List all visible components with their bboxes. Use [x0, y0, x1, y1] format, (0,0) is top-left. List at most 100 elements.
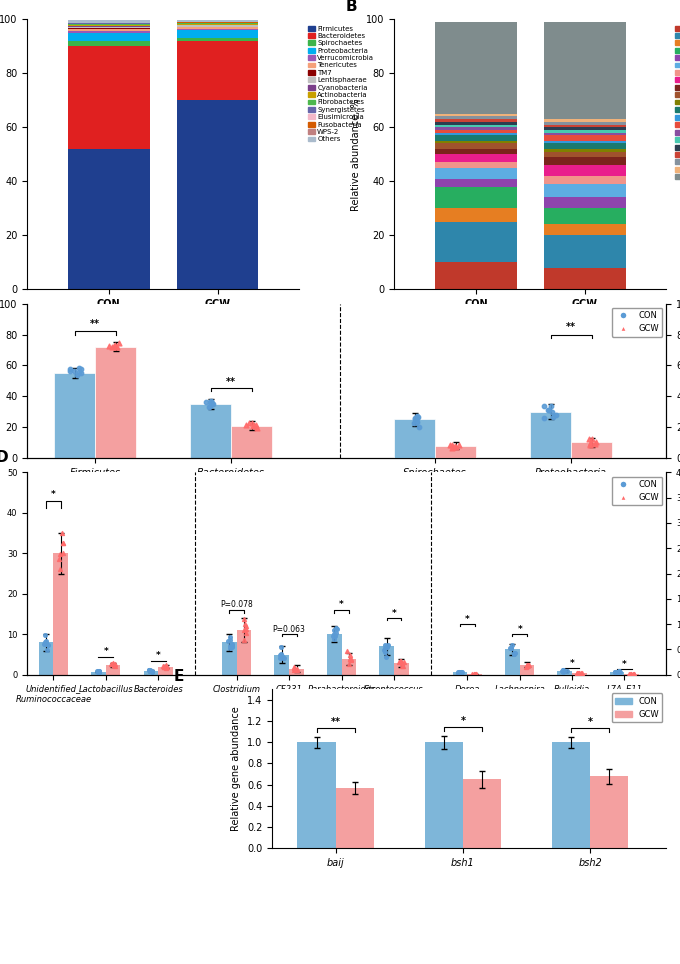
Text: *: * — [460, 716, 465, 727]
Point — [545, 398, 556, 414]
Point — [557, 664, 568, 680]
Point — [241, 417, 252, 433]
Point — [381, 638, 392, 654]
Point — [454, 664, 465, 680]
Point — [454, 664, 464, 680]
Point — [414, 418, 425, 434]
Point — [103, 338, 114, 354]
Point — [41, 635, 52, 651]
Bar — [54, 373, 95, 458]
Point — [329, 626, 340, 641]
Point — [383, 637, 394, 653]
Legend: CON, GCW: CON, GCW — [611, 308, 662, 336]
Bar — [435, 208, 517, 222]
Point — [160, 660, 171, 676]
Bar — [68, 32, 150, 33]
Point — [275, 650, 286, 665]
Point — [92, 664, 103, 680]
Bar — [590, 776, 628, 848]
Point — [624, 666, 635, 682]
Point — [394, 653, 405, 668]
Point — [205, 398, 216, 414]
Point — [64, 362, 75, 377]
Point — [557, 663, 568, 679]
Bar — [435, 162, 517, 168]
Text: *: * — [103, 648, 108, 656]
Point — [111, 339, 122, 355]
Point — [160, 657, 171, 673]
Bar — [341, 658, 356, 675]
Bar — [435, 124, 517, 127]
Point — [203, 400, 214, 415]
Point — [344, 652, 355, 667]
Point — [291, 662, 302, 678]
Bar — [571, 442, 612, 458]
Point — [447, 437, 458, 452]
Bar — [544, 148, 626, 151]
Point — [454, 438, 464, 453]
Bar — [530, 412, 571, 458]
Point — [629, 666, 640, 682]
Point — [522, 658, 532, 674]
Point — [145, 663, 156, 679]
Point — [292, 661, 303, 677]
Text: E: E — [173, 669, 184, 684]
Point — [39, 636, 50, 652]
Bar — [289, 669, 304, 675]
Point — [224, 632, 235, 648]
Point — [471, 666, 481, 682]
Point — [454, 665, 465, 681]
Point — [54, 562, 65, 577]
Point — [574, 665, 585, 681]
Text: *: * — [51, 490, 56, 499]
Point — [571, 665, 582, 681]
Point — [330, 620, 341, 635]
Bar — [544, 144, 626, 148]
Legend: Firmicutes, Bacteroidetes, Spirochaetes, Proteobacteria, Verrucomicrobia, Teneri: Firmicutes, Bacteroidetes, Spirochaetes,… — [305, 23, 377, 146]
Point — [226, 639, 237, 655]
Bar — [68, 46, 150, 148]
Point — [613, 663, 624, 679]
Bar — [544, 184, 626, 198]
Point — [543, 402, 554, 417]
Bar — [177, 39, 258, 40]
Text: *: * — [588, 717, 592, 728]
Point — [40, 633, 51, 649]
Point — [107, 656, 118, 671]
Point — [585, 437, 596, 452]
Point — [343, 656, 354, 672]
Bar — [435, 154, 517, 162]
Point — [226, 636, 237, 652]
Point — [289, 659, 300, 675]
Point — [411, 415, 422, 430]
Point — [109, 656, 120, 672]
Point — [396, 657, 407, 673]
Point — [539, 411, 550, 426]
Y-axis label: Relative gene abundance: Relative gene abundance — [231, 707, 241, 831]
Point — [450, 439, 461, 454]
Bar — [544, 208, 626, 225]
Point — [520, 659, 531, 675]
Bar — [231, 425, 272, 458]
Point — [330, 626, 341, 641]
Point — [58, 535, 69, 550]
Point — [444, 438, 455, 453]
Point — [289, 660, 300, 676]
Bar — [68, 148, 150, 289]
Point — [409, 410, 420, 425]
Point — [546, 404, 557, 419]
Point — [591, 435, 602, 450]
Point — [452, 665, 463, 681]
Point — [275, 647, 286, 662]
Bar — [453, 672, 467, 675]
Point — [108, 657, 119, 673]
Point — [345, 648, 356, 663]
Point — [573, 665, 583, 681]
Bar — [435, 141, 517, 144]
Bar — [68, 29, 150, 32]
Point — [73, 361, 84, 376]
Point — [241, 626, 252, 641]
Point — [576, 665, 587, 681]
Bar — [544, 127, 626, 130]
Point — [241, 619, 252, 634]
